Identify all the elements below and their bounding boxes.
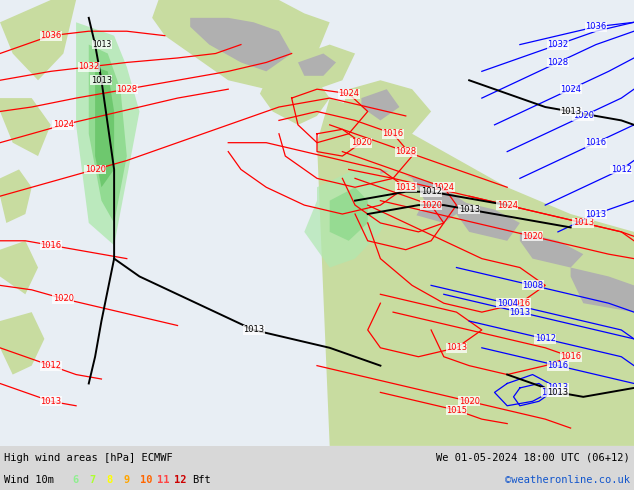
Polygon shape	[355, 214, 393, 259]
Text: 1013: 1013	[547, 384, 569, 392]
Text: 1032: 1032	[547, 40, 569, 49]
Text: 1012: 1012	[534, 334, 556, 343]
Polygon shape	[260, 72, 330, 125]
Polygon shape	[336, 205, 374, 241]
Polygon shape	[355, 170, 425, 232]
Text: 1013: 1013	[560, 107, 581, 116]
Polygon shape	[304, 170, 393, 268]
Polygon shape	[317, 98, 634, 446]
Text: 1036: 1036	[40, 31, 61, 40]
Text: 1012: 1012	[420, 187, 442, 196]
Polygon shape	[0, 241, 38, 294]
Text: 1013: 1013	[509, 308, 531, 317]
Polygon shape	[571, 268, 634, 312]
Text: 11: 11	[157, 475, 169, 485]
Text: 1013: 1013	[573, 219, 594, 227]
Text: 1020: 1020	[84, 165, 106, 174]
Text: Wind 10m: Wind 10m	[4, 475, 54, 485]
Text: 1013: 1013	[446, 343, 467, 352]
Text: 1012: 1012	[40, 361, 61, 370]
Polygon shape	[342, 80, 431, 143]
Text: 1016: 1016	[382, 129, 404, 138]
Polygon shape	[520, 232, 583, 268]
Text: Bft: Bft	[192, 475, 210, 485]
Text: 1013: 1013	[91, 76, 112, 85]
Text: 1024: 1024	[338, 89, 359, 98]
Text: 1013: 1013	[395, 183, 417, 192]
Polygon shape	[380, 170, 469, 223]
Text: 1032: 1032	[78, 62, 100, 72]
Polygon shape	[95, 67, 114, 187]
Polygon shape	[0, 0, 76, 80]
Text: 9: 9	[123, 475, 129, 485]
Text: 1028: 1028	[395, 147, 417, 156]
Text: 1008: 1008	[522, 281, 543, 290]
Text: 1015: 1015	[446, 406, 467, 415]
Polygon shape	[279, 45, 355, 89]
Polygon shape	[89, 45, 127, 223]
Text: 1012: 1012	[611, 165, 632, 174]
Text: 1016: 1016	[585, 138, 607, 147]
Text: 6: 6	[72, 475, 78, 485]
Text: 1013: 1013	[547, 388, 569, 397]
Text: 1016: 1016	[560, 352, 581, 361]
Polygon shape	[298, 53, 336, 76]
Text: 1016: 1016	[509, 299, 531, 308]
Text: 12: 12	[174, 475, 186, 485]
Polygon shape	[0, 170, 32, 223]
Polygon shape	[456, 200, 520, 241]
Text: 1013: 1013	[40, 397, 61, 406]
Text: 1020: 1020	[53, 294, 74, 303]
Text: 1024: 1024	[433, 183, 455, 192]
Text: 1024: 1024	[560, 85, 581, 94]
Text: 1024: 1024	[53, 121, 74, 129]
Text: 1013: 1013	[243, 325, 264, 335]
Text: 1013: 1013	[92, 40, 111, 49]
Text: We 01-05-2024 18:00 UTC (06+12): We 01-05-2024 18:00 UTC (06+12)	[436, 453, 630, 463]
Text: 1004: 1004	[496, 299, 518, 308]
Text: ©weatheronline.co.uk: ©weatheronline.co.uk	[505, 475, 630, 485]
Text: 1020: 1020	[458, 397, 480, 406]
Text: 1020: 1020	[420, 200, 442, 210]
Polygon shape	[0, 98, 51, 156]
Polygon shape	[330, 187, 368, 241]
Text: 1020: 1020	[351, 138, 372, 147]
Text: 1016: 1016	[547, 361, 569, 370]
Text: 1013: 1013	[585, 210, 607, 219]
Text: 7: 7	[89, 475, 95, 485]
Text: 1028: 1028	[116, 85, 138, 94]
Text: 1020: 1020	[573, 111, 594, 121]
Text: 1036: 1036	[585, 22, 607, 31]
Text: 1016: 1016	[40, 241, 61, 250]
Text: 1020: 1020	[522, 232, 543, 241]
Text: 1028: 1028	[547, 58, 569, 67]
Text: 10: 10	[140, 475, 153, 485]
Polygon shape	[0, 312, 44, 374]
Polygon shape	[190, 18, 292, 72]
Polygon shape	[152, 0, 330, 89]
Text: 1024: 1024	[496, 200, 518, 210]
Text: 1012: 1012	[541, 388, 562, 397]
Text: High wind areas [hPa] ECMWF: High wind areas [hPa] ECMWF	[4, 453, 172, 463]
Text: 1013: 1013	[458, 205, 480, 214]
Text: 8: 8	[106, 475, 112, 485]
Polygon shape	[361, 89, 399, 121]
Polygon shape	[76, 22, 139, 245]
